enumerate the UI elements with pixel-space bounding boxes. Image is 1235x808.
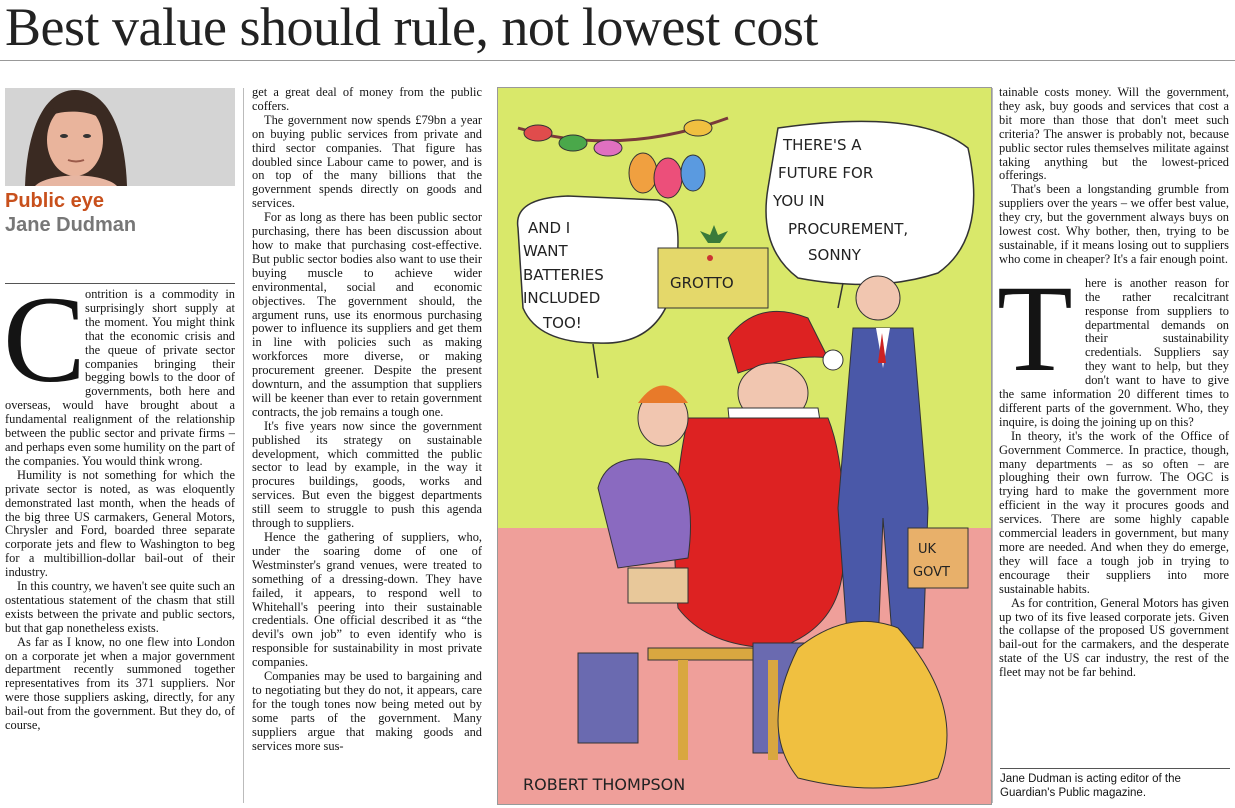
column-divider [992,88,993,803]
author-photo [5,88,235,186]
headline: Best value should rule, not lowest cost [5,0,818,57]
bubble-left-text: AND I [528,219,570,237]
headline-rule [0,60,1235,61]
article-column-4: tainable costs money. Will the governmen… [997,85,1229,680]
column-rubric: Public eye Jane Dudman [5,189,136,237]
paragraph: That's been a longstanding grumble from … [999,182,1229,266]
grotto-sign: GROTTO [670,274,734,292]
cartoon-signature: ROBERT THOMPSON [523,775,685,794]
paragraph: The government now spends £79bn a year o… [252,112,482,211]
paragraph: get a great deal of money from the publi… [252,85,482,113]
paragraph: As far as I know, no one flew into Londo… [5,634,235,733]
paragraph: here is another reason for the rather re… [999,275,1229,429]
paragraph: Hence the gathering of suppliers, who, u… [252,530,482,670]
paragraph: It's five years now since the government… [252,418,482,531]
byline: Jane Dudman [5,214,137,236]
article-column-2: get a great deal of money from the publi… [252,85,482,754]
drop-cap: T [997,259,1073,397]
paragraph: For as long as there has been public sec… [252,210,482,419]
bubble-right-text: THERE'S A [782,136,862,154]
paragraph: ontrition is a commodity in surprisingly… [5,287,235,468]
column-divider [243,88,244,803]
bubble-left-text: TOO! [542,314,582,332]
paragraph: Companies may be used to bargaining and … [252,669,482,753]
rubric-title: Public eye [5,190,104,212]
bubble-left-text: INCLUDED [523,289,600,307]
paragraph: In this country, we haven't see quite su… [5,579,235,635]
article-column-1: C ontrition is a commodity in surprising… [3,271,235,733]
cartoon-illustration: AND I WANT BATTERIES INCLUDED TOO! THERE… [497,87,992,805]
bubble-right-text: FUTURE FOR [778,164,873,182]
paragraph: tainable costs money. Will the governmen… [999,85,1229,183]
bubble-left-text: BATTERIES [523,266,604,284]
bubble-right-text: SONNY [808,246,862,264]
author-footnote: Jane Dudman is acting editor of the Guar… [1000,773,1181,799]
bubble-right-text: PROCUREMENT, [788,220,908,238]
rubric-rule [5,283,235,284]
bag-label: UK [918,542,937,557]
bubble-left-text: WANT [523,242,568,260]
drop-cap: C [3,271,86,408]
paragraph: Humility is not something for which the … [5,467,235,580]
paragraph: In theory, it's the work of the Office o… [999,428,1229,596]
bag-label: GOVT [913,565,950,580]
footnote-rule [1000,768,1230,769]
bubble-right-text: YOU IN [772,192,825,210]
paragraph: As for contrition, General Motors has gi… [999,595,1229,680]
